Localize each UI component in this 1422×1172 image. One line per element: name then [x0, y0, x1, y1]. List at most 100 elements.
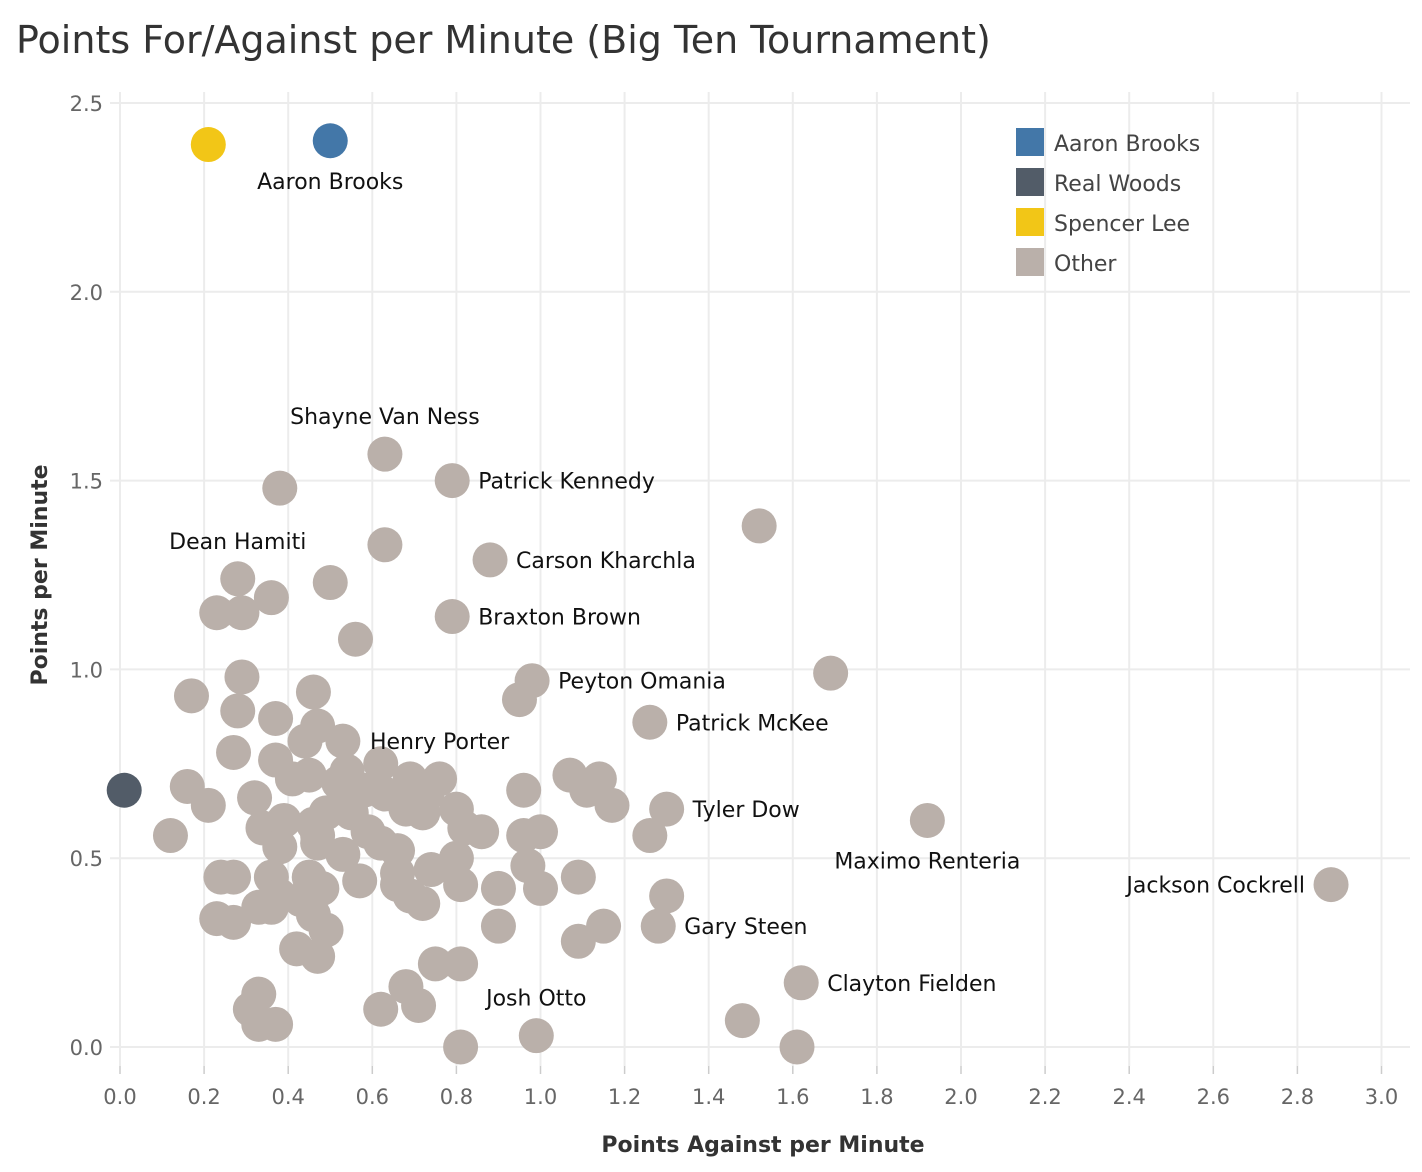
x-tick-label: 1.4	[692, 1085, 725, 1109]
legend-swatch	[1016, 208, 1044, 236]
point-other	[216, 904, 252, 940]
point-other	[909, 802, 945, 838]
point-other	[501, 682, 537, 718]
point-other	[443, 946, 479, 982]
x-tick-label: 3.0	[1365, 1085, 1398, 1109]
point-other	[363, 746, 399, 782]
point-label: Aaron Brooks	[257, 170, 403, 195]
data-points	[106, 123, 1349, 1065]
x-tick-label: 0.6	[356, 1085, 389, 1109]
point-other	[220, 693, 256, 729]
point-other	[480, 908, 516, 944]
point-other	[224, 595, 260, 631]
x-tick-label: 0.0	[103, 1085, 136, 1109]
x-tick-label: 0.2	[187, 1085, 220, 1109]
legend-swatch	[1016, 128, 1044, 156]
point-other	[560, 859, 596, 895]
point-other	[434, 463, 470, 499]
point-other	[262, 829, 298, 865]
point-label: Clayton Fielden	[827, 972, 996, 997]
point-other	[443, 867, 479, 903]
point-other	[312, 565, 348, 601]
point-label: Shayne Van Ness	[290, 405, 480, 430]
point-aaron-brooks	[312, 123, 348, 159]
legend-label: Real Woods	[1054, 172, 1181, 197]
point-other	[342, 863, 378, 899]
point-other	[325, 836, 361, 872]
x-tick-label: 2.2	[1028, 1085, 1061, 1109]
y-tick-label: 0.5	[70, 847, 103, 871]
point-other	[262, 470, 298, 506]
point-other	[337, 621, 373, 657]
x-tick-label: 1.8	[860, 1085, 893, 1109]
point-other	[518, 1018, 554, 1054]
x-tick-label: 1.0	[524, 1085, 557, 1109]
point-other	[480, 870, 516, 906]
point-other	[237, 780, 273, 816]
point-labels: Aaron Brooks Shayne Van Ness Patrick Kenne…	[169, 170, 1305, 1012]
y-tick-label: 1.0	[70, 658, 103, 682]
point-other	[203, 859, 239, 895]
point-other	[190, 787, 226, 823]
point-other	[569, 772, 605, 808]
point-label: Henry Porter	[370, 730, 510, 755]
point-other	[224, 659, 260, 695]
grid	[110, 92, 1410, 1066]
legend-label: Spencer Lee	[1054, 212, 1190, 237]
point-other	[472, 542, 508, 578]
point-other	[220, 561, 256, 597]
point-other	[813, 655, 849, 691]
point-other	[632, 704, 668, 740]
x-axis-title: Points Against per Minute	[601, 1133, 924, 1158]
point-other	[405, 795, 441, 831]
legend-swatch	[1016, 248, 1044, 276]
legend-label: Other	[1054, 252, 1117, 277]
point-other	[783, 965, 819, 1001]
point-other	[560, 923, 596, 959]
point-other	[443, 1029, 479, 1065]
point-other	[632, 818, 668, 854]
x-tick-label: 1.2	[608, 1085, 641, 1109]
point-other	[216, 734, 252, 770]
point-other	[363, 991, 399, 1027]
point-other	[417, 946, 453, 982]
point-other	[649, 878, 685, 914]
point-real-woods	[106, 772, 142, 808]
point-other	[367, 527, 403, 563]
point-other	[325, 723, 361, 759]
point-other	[401, 987, 437, 1023]
point-other	[308, 912, 344, 948]
point-other	[258, 700, 294, 736]
point-other	[741, 508, 777, 544]
point-other	[649, 791, 685, 827]
point-other	[274, 761, 310, 797]
point-label: Braxton Brown	[478, 606, 641, 631]
y-tick-label: 1.5	[70, 470, 103, 494]
point-other	[523, 870, 558, 906]
point-other	[1313, 867, 1349, 903]
point-other	[779, 1029, 815, 1065]
point-other	[199, 595, 235, 631]
point-other	[287, 723, 323, 759]
point-other	[464, 814, 500, 850]
point-other	[523, 814, 558, 850]
point-other	[724, 1003, 760, 1039]
y-tick-label: 2.0	[70, 281, 103, 305]
y-axis-ticks: 0.0 0.5 1.0 1.5 2.0 2.5	[70, 92, 103, 1060]
point-other	[253, 889, 289, 925]
point-other	[258, 1006, 294, 1042]
point-label: Gary Steen	[684, 915, 807, 940]
x-tick-label: 2.0	[944, 1085, 977, 1109]
y-tick-label: 0.0	[70, 1036, 103, 1060]
point-other	[506, 772, 542, 808]
point-label: Patrick McKee	[676, 711, 829, 736]
legend: Aaron Brooks Real Woods Spencer Lee Other	[1016, 128, 1200, 277]
x-tick-label: 1.6	[776, 1085, 809, 1109]
point-label: Patrick Kennedy	[478, 470, 655, 495]
x-tick-label: 0.8	[440, 1085, 473, 1109]
point-label: Dean Hamiti	[169, 530, 306, 555]
point-label: Peyton Omania	[558, 670, 726, 695]
x-tick-label: 2.8	[1281, 1085, 1314, 1109]
point-other	[640, 908, 676, 944]
